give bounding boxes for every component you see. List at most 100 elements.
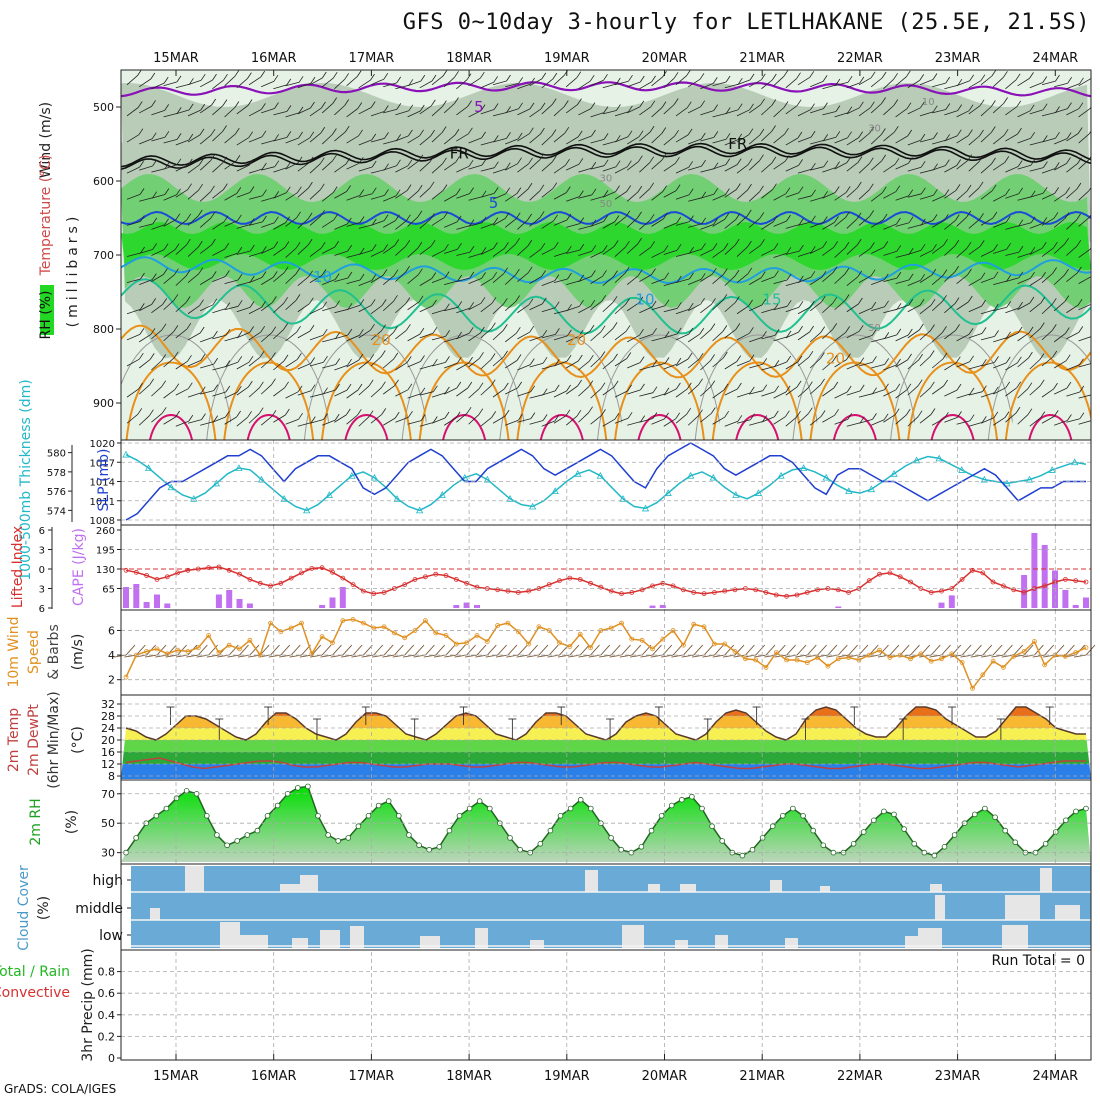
wind-barb	[651, 107, 663, 118]
lifted-index-line-marker	[526, 588, 531, 594]
cape-bar	[215, 594, 222, 608]
wind-barb-flag	[933, 163, 938, 170]
wind-barb	[602, 418, 616, 427]
wind-barb	[529, 303, 543, 311]
lifted-index-line-marker	[763, 590, 769, 595]
wind-barb	[480, 328, 492, 339]
wind-barb-flag	[236, 410, 241, 418]
wind-barb	[517, 188, 529, 199]
wind-barb-flag	[225, 410, 230, 418]
wind-barb	[565, 360, 579, 369]
wind-barb	[297, 390, 312, 396]
lifted-index-line-marker	[123, 567, 129, 573]
wind-barb	[126, 221, 141, 226]
wind-barb-flag	[1039, 322, 1045, 329]
wind-barb	[797, 331, 810, 341]
wind-barb-flag	[223, 215, 229, 222]
wind-barb-flag	[823, 134, 829, 141]
wind-barb-flag	[335, 383, 340, 391]
wind-barb-flag	[932, 214, 938, 221]
wind-barb-flag	[185, 296, 191, 303]
wind-barb-flag	[601, 409, 606, 416]
wind-barb	[895, 334, 909, 342]
y-tick-label: 0.4	[98, 1009, 116, 1022]
wind-barb	[785, 250, 800, 255]
wind-barb	[138, 384, 150, 395]
surface-wind-barb	[156, 644, 167, 656]
wind-barb-flag	[1092, 357, 1096, 363]
wind-barb	[1005, 106, 1018, 116]
wind-barb	[358, 304, 372, 313]
wind-barb	[456, 165, 470, 173]
wind-barb-flag	[457, 242, 462, 250]
wind-barb	[1054, 108, 1068, 114]
wind-barb	[590, 331, 602, 342]
wind-barb	[834, 273, 846, 284]
wind-barb	[944, 362, 957, 371]
wind-barb-flag	[248, 355, 254, 363]
wind-barb-flag	[1016, 381, 1022, 389]
wind-barb-flag	[614, 215, 620, 222]
wind-speed-line-marker	[164, 651, 170, 657]
y-tick-label: 600	[93, 175, 114, 188]
wind-barb	[785, 281, 800, 287]
wind-barb	[200, 79, 213, 88]
wind-barb	[919, 274, 933, 283]
wind-barb	[871, 419, 885, 426]
wind-barb	[980, 190, 993, 200]
wind-barb-flag	[223, 183, 228, 190]
wind-barb	[871, 389, 885, 395]
wind-speed-line-marker	[123, 674, 129, 680]
wind-barb-flag	[225, 385, 231, 393]
wind-barb-flag	[368, 379, 374, 387]
wind-barb	[1005, 277, 1020, 283]
wind-barb	[846, 162, 859, 172]
wind-barb	[590, 415, 602, 425]
rh-2m-line-marker	[739, 852, 746, 859]
wind-barb	[578, 80, 591, 90]
wind-barb	[773, 133, 785, 144]
y-tick-label: 30	[101, 847, 115, 860]
wind-barb-flag	[431, 74, 437, 82]
wind-barb	[919, 330, 931, 341]
wind-barb	[138, 359, 151, 369]
wind-barb	[273, 329, 284, 340]
wind-barb	[1054, 420, 1068, 426]
speed-label: Speed	[26, 630, 42, 674]
wind-barb-flag	[933, 132, 938, 139]
wind-barb-flag	[151, 298, 157, 305]
wind-barb	[1066, 188, 1078, 199]
wind-barb	[614, 136, 629, 143]
wind-barb-flag	[540, 127, 545, 135]
wind-barb-flag	[210, 185, 215, 193]
wind-barb-flag	[896, 271, 902, 279]
wind-barb	[1066, 272, 1078, 282]
wind-barb	[773, 279, 788, 285]
surface-wind-shaft	[299, 654, 312, 658]
date-label-bottom: 19MAR	[544, 1069, 590, 1084]
wind-barb	[651, 278, 665, 285]
wind-barb	[480, 141, 495, 146]
isotherm-20-arch	[516, 361, 608, 440]
surface-wind-barb	[930, 644, 941, 656]
wind-barb	[895, 163, 909, 170]
wind-barb	[724, 361, 737, 370]
wind-barb	[968, 161, 980, 172]
wind-barb	[1090, 144, 1091, 146]
wind-barb	[907, 329, 920, 339]
wind-barb	[822, 329, 833, 340]
wind-barb	[248, 195, 263, 200]
wind-barb-flag	[420, 355, 425, 362]
wind-barb-flag	[747, 240, 752, 248]
wind-barb-flag	[809, 325, 814, 333]
wind-barb	[212, 276, 226, 283]
wind-barb-flag	[1028, 351, 1033, 359]
y-tick-label: 32	[101, 698, 115, 711]
wind-barb	[273, 84, 287, 90]
wind-barb	[956, 301, 969, 311]
lifted-index-line-marker	[722, 588, 728, 594]
wind-barb	[126, 388, 139, 398]
wind-barb	[541, 307, 556, 313]
wind-barb	[212, 391, 226, 397]
wind-speed-line-marker	[391, 630, 397, 636]
